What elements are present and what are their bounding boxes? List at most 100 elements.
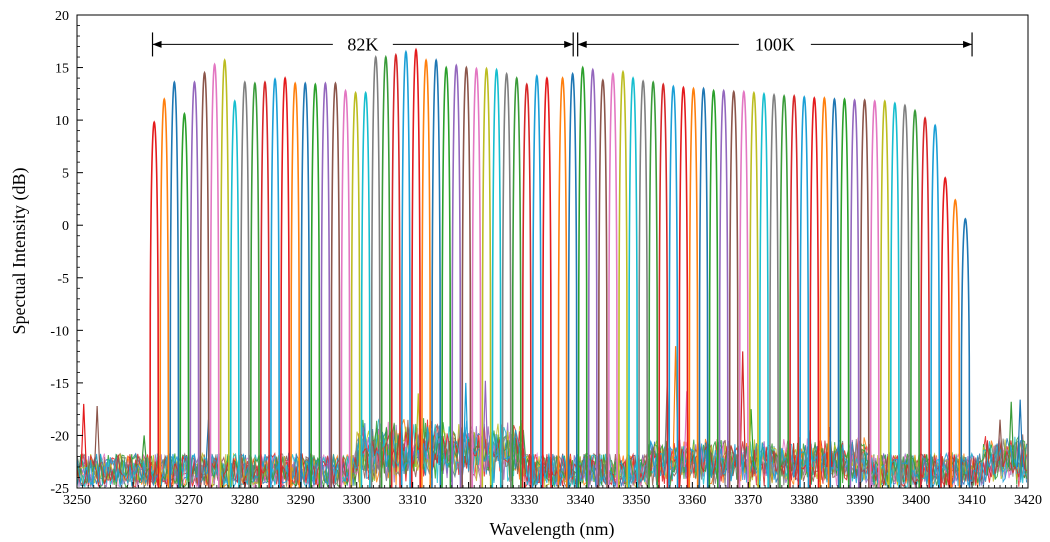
noise-spike [80, 403, 87, 468]
x-tick-label: 3320 [455, 493, 483, 508]
annotation-arrowhead-left [152, 40, 162, 48]
noise-spike [462, 382, 469, 467]
x-tick-label: 3390 [846, 493, 874, 508]
x-tick-label: 3410 [958, 493, 986, 508]
noise-spike [94, 405, 101, 468]
peak-line [678, 85, 689, 488]
peak-line [209, 62, 220, 488]
peak-line [869, 99, 880, 488]
peak-line [779, 94, 790, 488]
y-tick-label: -5 [57, 272, 69, 287]
peak-line [879, 99, 890, 488]
peak-line [950, 198, 961, 488]
peak-line [521, 82, 532, 488]
y-tick-label: 15 [55, 62, 69, 77]
peak-line [738, 89, 749, 488]
peak-line [829, 97, 840, 488]
peak-line [330, 81, 341, 488]
peak-line [249, 81, 260, 488]
peak-line [758, 91, 769, 488]
peak-line [380, 54, 391, 488]
peak-line [607, 71, 618, 488]
peak-line [597, 78, 608, 488]
x-tick-label: 3340 [566, 493, 594, 508]
x-axis-title: Wavelength (nm) [489, 519, 614, 540]
peak-line [270, 77, 281, 488]
peak-line [441, 65, 452, 488]
noise-spike [739, 351, 746, 467]
peak-line [461, 65, 472, 488]
peak-line [411, 47, 421, 488]
peak-line [628, 76, 639, 488]
peak-line [839, 97, 850, 488]
peak-line [960, 217, 971, 488]
peak-line [189, 80, 200, 488]
peak-line [849, 98, 860, 488]
peak-line [451, 63, 462, 488]
peak-line [638, 79, 649, 488]
x-tick-label: 3330 [511, 493, 539, 508]
peak-line [708, 88, 719, 488]
y-tick-label: 10 [55, 114, 69, 129]
peak-line [910, 108, 920, 488]
annotation-arrowhead-left [577, 40, 587, 48]
peak-line [431, 58, 442, 488]
peak-line [300, 81, 311, 488]
peak-line [290, 81, 301, 488]
x-tick-label: 3300 [343, 493, 371, 508]
peak-line [229, 99, 240, 488]
peak-line [280, 76, 291, 488]
y-tick-label: 0 [62, 219, 69, 234]
annotation-label: 82K [347, 34, 378, 54]
peak-line [259, 80, 270, 488]
peak-line [728, 89, 739, 488]
peak-line [748, 90, 759, 488]
peak-line [557, 76, 568, 488]
peak-line [899, 103, 910, 488]
peak-line [320, 81, 331, 488]
y-tick-label: -10 [50, 324, 69, 339]
peak-line [859, 98, 870, 488]
peak-line [648, 80, 659, 488]
x-tick-label: 3280 [231, 493, 259, 508]
peak-line [340, 88, 351, 488]
annotation-arrowhead-right [564, 40, 574, 48]
peak-line [390, 52, 401, 488]
peak-line [617, 69, 628, 488]
x-tick-label: 3250 [63, 493, 91, 508]
noise-spike [482, 380, 489, 467]
x-tick-label: 3370 [734, 493, 762, 508]
peak-line [698, 86, 709, 488]
y-tick-label: -20 [50, 429, 69, 444]
y-axis-title: Spectual Intensity (dB) [9, 168, 30, 335]
peak-line [541, 76, 552, 488]
peaks-layer [149, 47, 971, 488]
peak-line [718, 88, 729, 488]
x-tick-label: 3360 [678, 493, 706, 508]
noise-spike [141, 435, 148, 468]
x-tick-label: 3400 [902, 493, 930, 508]
peak-line [370, 54, 381, 488]
y-tick-label: 20 [55, 9, 69, 24]
x-tick-label: 3260 [119, 493, 147, 508]
peak-line [491, 67, 502, 488]
x-tick-label: 3270 [175, 493, 203, 508]
peak-line [668, 84, 679, 488]
peak-line [658, 82, 669, 488]
peak-line [789, 94, 800, 488]
peak-line [769, 92, 780, 488]
axis-ticks: 3250 3260 3270 3280 3290 3300 3310 3320 3330 3340… [50, 9, 1042, 508]
peak-line [577, 65, 588, 488]
peak-line [809, 96, 820, 488]
peak-line [239, 80, 250, 488]
noise-spike [996, 419, 1004, 468]
peak-line [169, 80, 180, 488]
peak-line [930, 123, 941, 488]
peak-line [350, 90, 361, 488]
y-tick-label: 5 [62, 167, 69, 182]
peak-line [819, 96, 830, 488]
noise-spike [1008, 401, 1015, 468]
peak-line [310, 82, 321, 488]
noise-spike [1017, 399, 1024, 468]
x-tick-label: 3290 [287, 493, 315, 508]
